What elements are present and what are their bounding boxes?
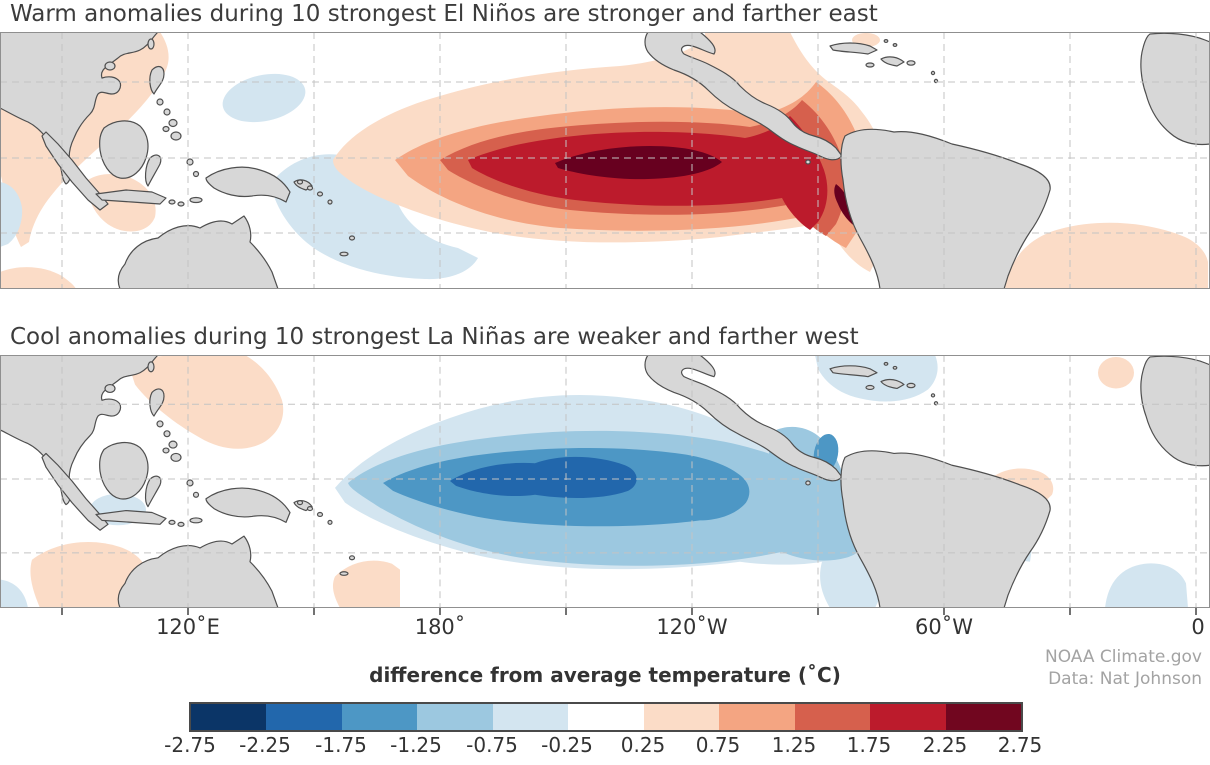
warm-patch-south-indonesia (30, 541, 149, 608)
colorbar-label: -1.25 (390, 733, 442, 757)
colorbar-segment (341, 704, 418, 730)
colorbar-label: 0.25 (620, 733, 666, 757)
credit-line-1: NOAA Climate.gov (1044, 647, 1202, 667)
warm-band-weak-south-atlantic (1005, 222, 1208, 289)
la-nina-title: Cool anomalies during 10 strongest La Ni… (10, 324, 859, 350)
colorbar (189, 702, 1023, 732)
x-tick-label: 120˚W (656, 615, 728, 639)
colorbar-label: -0.25 (541, 733, 593, 757)
colorbar-label: 0.75 (695, 733, 741, 757)
colorbar-label: 2.25 (922, 733, 968, 757)
source-credit: NOAA Climate.gov Data: Nat Johnson (1045, 646, 1202, 690)
cool-core-1p75 (450, 456, 637, 499)
colorbar-segment (417, 704, 493, 730)
warm-band-weak-corner (0, 267, 76, 289)
warm-band-ne-philippines (128, 355, 284, 449)
cool-anomaly-field (0, 355, 1188, 608)
warm-core-2p75 (555, 146, 722, 180)
colorbar-segment (945, 704, 1021, 730)
colorbar-label: -2.75 (164, 733, 216, 757)
x-tick-label: 120˚E (156, 615, 220, 639)
warm-patch-nw-africa (1098, 356, 1134, 389)
colorbar-label: -1.75 (315, 733, 367, 757)
el-nino-title: Warm anomalies during 10 strongest El Ni… (10, 1, 878, 27)
la-nina-map (0, 355, 1210, 608)
colorbar-segment (191, 704, 267, 730)
cool-patch-sw-pacific (272, 154, 478, 280)
x-tick-label: 180˚ (414, 615, 466, 639)
colorbar-label: -0.75 (466, 733, 518, 757)
colorbar-segment (719, 704, 795, 730)
el-nino-map (0, 32, 1210, 289)
x-tick-label: 0 (1191, 615, 1205, 639)
colorbar-segment (266, 704, 342, 730)
colorbar-label: 1.25 (771, 733, 817, 757)
colorbar-segment (492, 704, 569, 730)
colorbar-segment (643, 704, 720, 730)
cool-patch-bottom-left (0, 579, 28, 608)
colorbar-label: 1.75 (846, 733, 892, 757)
cool-patch-nw-pacific (222, 73, 306, 123)
cool-patch-left-edge (0, 182, 23, 247)
colorbar-segment (794, 704, 871, 730)
warm-band-weak-java (88, 174, 156, 232)
warm-anomaly-field (0, 32, 1208, 289)
cool-patch-bottom-right (1105, 563, 1188, 608)
x-tick-label: 60˚W (915, 615, 973, 639)
colorbar-label: 2.75 (997, 733, 1043, 757)
longitude-ticks (61, 608, 1197, 615)
colorbar-segment (870, 704, 946, 730)
colorbar-label: -2.25 (239, 733, 291, 757)
credit-line-2: Data: Nat Johnson (1048, 669, 1202, 689)
colorbar-title: difference from average temperature (˚C) (369, 663, 841, 687)
colorbar-segment (568, 704, 644, 730)
warm-patch-fiji (332, 560, 400, 608)
